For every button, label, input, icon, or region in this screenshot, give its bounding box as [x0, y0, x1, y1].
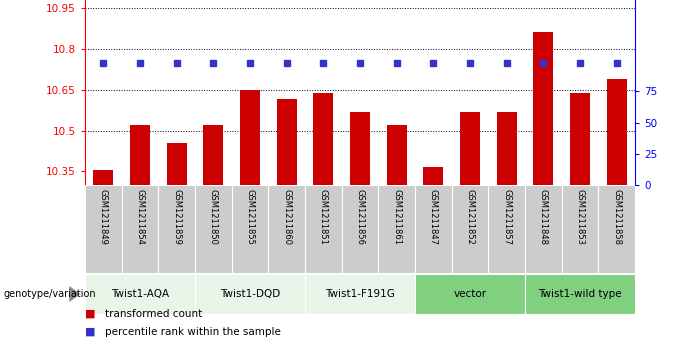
Text: GSM1211850: GSM1211850: [209, 189, 218, 245]
Text: Twist1-DQD: Twist1-DQD: [220, 289, 280, 299]
Text: ■: ■: [85, 309, 95, 319]
Bar: [387, 125, 407, 185]
Bar: [341, 185, 378, 273]
Bar: [525, 274, 635, 314]
Bar: [269, 185, 305, 273]
Bar: [305, 274, 415, 314]
Bar: [195, 185, 232, 273]
Text: GSM1211854: GSM1211854: [135, 189, 144, 245]
Text: GSM1211849: GSM1211849: [99, 189, 108, 245]
Bar: [496, 112, 517, 185]
Bar: [460, 112, 480, 185]
Bar: [277, 99, 296, 185]
Bar: [158, 185, 195, 273]
Text: GSM1211847: GSM1211847: [429, 189, 438, 245]
Text: GSM1211858: GSM1211858: [612, 189, 621, 245]
Bar: [85, 185, 122, 273]
Bar: [350, 112, 370, 185]
Bar: [232, 185, 269, 273]
Bar: [488, 185, 525, 273]
Text: GSM1211848: GSM1211848: [539, 189, 548, 245]
Text: GSM1211860: GSM1211860: [282, 189, 291, 245]
Bar: [313, 93, 333, 185]
Text: GSM1211851: GSM1211851: [319, 189, 328, 245]
Bar: [85, 274, 195, 314]
Bar: [415, 274, 525, 314]
Bar: [305, 185, 341, 273]
Bar: [598, 185, 635, 273]
Bar: [195, 274, 305, 314]
Bar: [378, 185, 415, 273]
Text: GSM1211855: GSM1211855: [245, 189, 254, 245]
Text: transformed count: transformed count: [105, 309, 203, 319]
Bar: [240, 90, 260, 185]
Text: Twist1-F191G: Twist1-F191G: [325, 289, 395, 299]
Text: GSM1211857: GSM1211857: [502, 189, 511, 245]
Bar: [203, 125, 224, 185]
Text: percentile rank within the sample: percentile rank within the sample: [105, 327, 282, 337]
Text: GSM1211859: GSM1211859: [172, 189, 181, 245]
Bar: [415, 185, 452, 273]
Bar: [533, 32, 554, 185]
Text: genotype/variation: genotype/variation: [3, 289, 96, 299]
Bar: [607, 79, 627, 185]
Text: Twist1-AQA: Twist1-AQA: [111, 289, 169, 299]
Polygon shape: [69, 286, 80, 302]
Bar: [167, 143, 187, 185]
Bar: [562, 185, 598, 273]
Bar: [423, 167, 443, 185]
Bar: [130, 125, 150, 185]
Text: GSM1211861: GSM1211861: [392, 189, 401, 245]
Text: ■: ■: [85, 327, 95, 337]
Bar: [122, 185, 158, 273]
Bar: [93, 170, 114, 185]
Text: Twist1-wild type: Twist1-wild type: [538, 289, 622, 299]
Text: GSM1211852: GSM1211852: [466, 189, 475, 245]
Bar: [525, 185, 562, 273]
Bar: [570, 93, 590, 185]
Bar: [452, 185, 488, 273]
Text: GSM1211856: GSM1211856: [356, 189, 364, 245]
Text: GSM1211853: GSM1211853: [575, 189, 585, 245]
Text: vector: vector: [454, 289, 487, 299]
